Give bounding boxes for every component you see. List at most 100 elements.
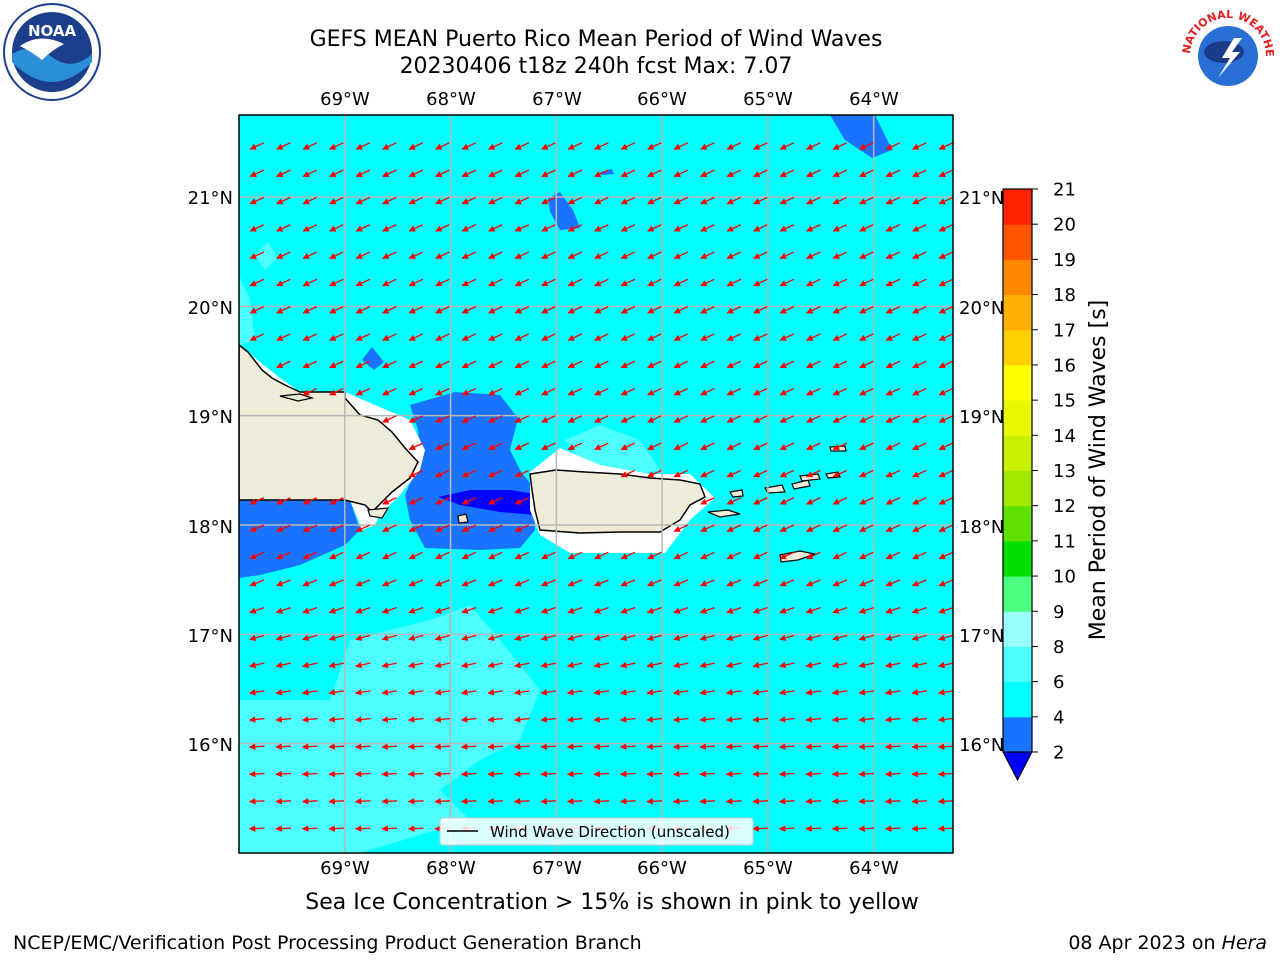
wave-direction-arrow [806, 415, 821, 423]
wave-direction-arrow [381, 716, 398, 723]
wave-direction-arrow [408, 142, 424, 150]
wave-direction-arrow [619, 689, 636, 696]
wave-direction-arrow [672, 689, 689, 696]
wave-direction-arrow [647, 306, 662, 314]
wave-direction-arrow [806, 196, 821, 205]
wave-direction-arrow [938, 387, 953, 396]
wave-direction-arrow [302, 607, 318, 614]
wave-direction-arrow [806, 142, 821, 150]
wave-direction-arrow [593, 798, 610, 805]
wave-direction-arrow [355, 169, 371, 178]
wave-direction-arrow [461, 579, 477, 587]
wave-direction-arrow [382, 224, 397, 232]
wave-direction-arrow [859, 360, 874, 369]
wave-direction-arrow [884, 770, 901, 778]
wave-direction-arrow [461, 607, 477, 614]
wave-direction-arrow [355, 306, 371, 314]
wave-direction-arrow [726, 196, 742, 205]
wave-direction-arrow [514, 278, 530, 287]
lon-label-top: 65°W [743, 89, 793, 110]
wave-direction-arrow [859, 387, 874, 396]
wave-direction-arrow [832, 142, 848, 150]
wave-direction-arrow [726, 169, 742, 178]
wave-direction-arrow [594, 306, 609, 314]
lon-label-top: 67°W [532, 89, 582, 110]
wave-direction-arrow [249, 306, 265, 314]
wave-direction-arrow [938, 497, 953, 505]
map-area [239, 115, 953, 853]
wave-direction-arrow [938, 333, 953, 341]
wave-direction-arrow [673, 551, 689, 560]
wave-direction-arrow [726, 278, 742, 287]
wave-direction-arrow [779, 634, 795, 641]
wave-direction-arrow [752, 661, 768, 669]
wave-direction-arrow [938, 579, 953, 587]
colorbar-tick-label: 20 [1053, 215, 1076, 236]
wave-direction-arrow [832, 579, 848, 587]
wave-direction-arrow [885, 579, 901, 587]
wave-direction-arrow [488, 442, 503, 451]
wave-direction-arrow [699, 579, 715, 587]
wave-direction-arrow [805, 689, 822, 696]
wave-direction-arrow [514, 497, 530, 505]
wave-direction-arrow [302, 360, 318, 369]
wave-direction-arrow [885, 333, 901, 341]
legend-box [439, 817, 754, 846]
wave-direction-arrow [884, 798, 901, 805]
wave-direction-arrow [700, 497, 715, 505]
wave-direction-arrow [382, 333, 397, 341]
wave-direction-arrow [355, 551, 371, 560]
wave-direction-arrow [566, 743, 583, 750]
wave-direction-arrow [620, 196, 636, 205]
wave-direction-arrow [673, 634, 689, 641]
wave-direction-arrow [487, 716, 504, 723]
wave-direction-arrow [673, 333, 689, 341]
wave-direction-arrow [408, 387, 424, 396]
wave-direction-arrow [726, 524, 742, 532]
colorbar-tick-label: 21 [1053, 180, 1076, 201]
wave-direction-arrow [514, 306, 530, 314]
footer-date-text: 08 Apr 2023 on [1068, 932, 1222, 954]
wave-direction-arrow [567, 415, 583, 423]
wave-direction-arrow [355, 634, 371, 641]
wave-direction-arrow [700, 415, 715, 423]
wave-direction-arrow [673, 469, 689, 478]
wave-direction-arrow [779, 415, 795, 423]
wave-direction-arrow [699, 798, 716, 805]
wave-direction-arrow [779, 607, 795, 614]
wave-direction-arrow [726, 634, 742, 641]
wave-direction-arrow [832, 224, 848, 232]
wave-direction-arrow [911, 661, 927, 669]
wave-direction-arrow [672, 743, 689, 750]
wave-direction-arrow [461, 251, 477, 259]
wave-direction-arrow [937, 743, 953, 750]
wave-direction-arrow [700, 169, 715, 178]
lat-label-right: 19°N [959, 407, 1004, 428]
wave-direction-arrow [753, 415, 768, 423]
hispaniola-south-coast-island [367, 507, 390, 519]
wave-direction-arrow [911, 607, 927, 614]
wave-direction-arrow [275, 825, 292, 832]
wave-direction-arrow [594, 251, 609, 259]
wave-direction-arrow [885, 415, 901, 423]
wave-direction-arrow [779, 169, 795, 178]
wave-direction-arrow [434, 743, 451, 750]
wave-direction-arrow [328, 716, 345, 723]
wave-direction-arrow [700, 387, 715, 396]
wave-direction-arrow [249, 497, 265, 505]
wave-direction-arrow [858, 607, 874, 614]
wave-direction-arrow [488, 469, 503, 478]
wave-direction-arrow [885, 497, 901, 505]
wave-direction-arrow [302, 551, 318, 560]
wave-direction-arrow [514, 360, 530, 369]
wave-direction-arrow [752, 770, 769, 778]
wave-direction-arrow [355, 224, 371, 232]
wave-direction-arrow [700, 278, 715, 287]
wave-direction-arrow [302, 251, 318, 259]
wave-direction-arrow [302, 196, 318, 205]
wave-direction-arrow [354, 770, 371, 778]
wave-direction-arrow [514, 387, 530, 396]
wave-direction-arrow [620, 251, 636, 259]
wave-direction-arrow [301, 798, 318, 805]
wave-direction-arrow [460, 798, 477, 805]
